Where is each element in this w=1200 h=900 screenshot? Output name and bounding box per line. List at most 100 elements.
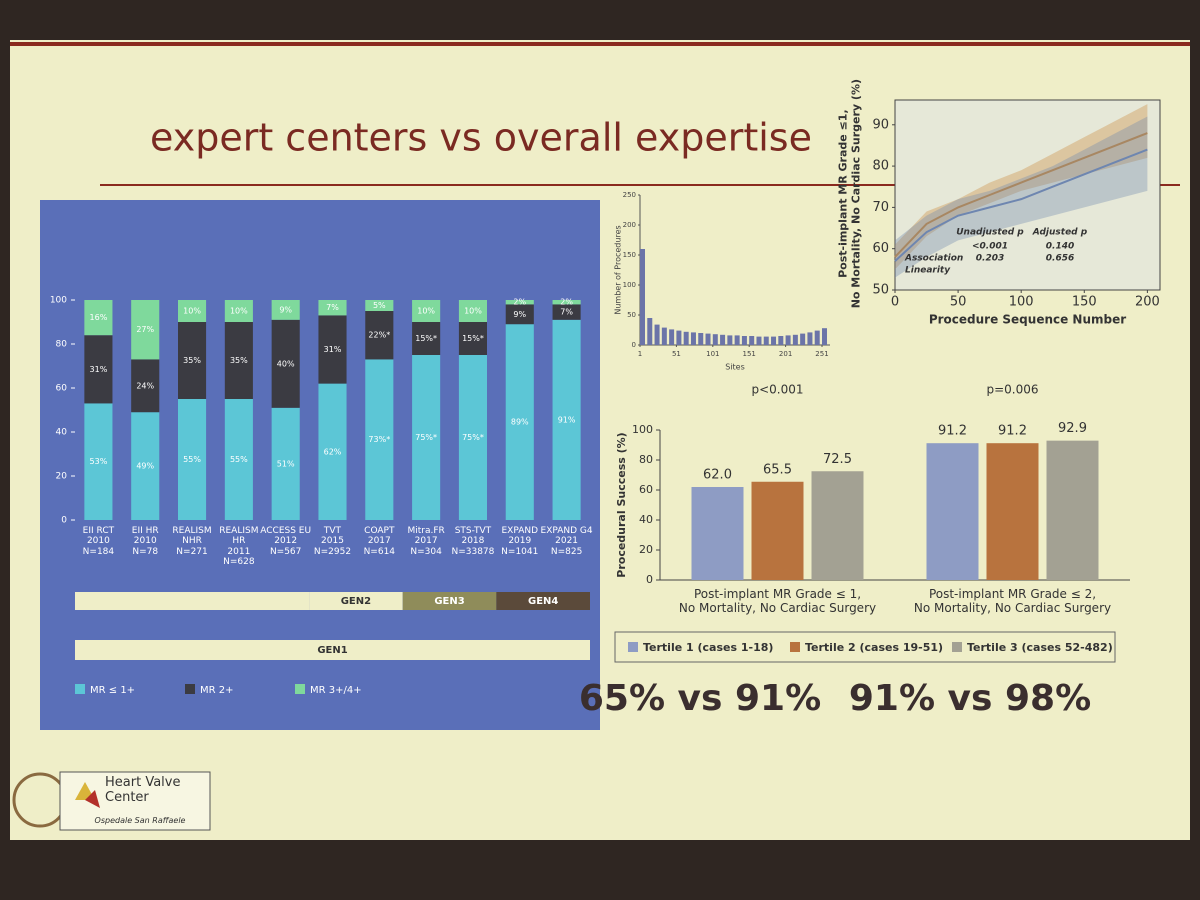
confidence-band (895, 104, 1148, 270)
bar-segment (552, 300, 581, 305)
stats-value: 0.656 (1046, 254, 1074, 264)
value-label: 92.9 (1058, 421, 1087, 436)
y-tick-label: 60 (639, 483, 653, 496)
bar-segment (224, 322, 253, 399)
bar (778, 336, 784, 345)
y-tick-label: 90 (872, 117, 889, 132)
bar-segment (552, 319, 581, 520)
summary: 65% vs 91% (579, 678, 821, 719)
bar (683, 331, 689, 345)
bar-segment (318, 300, 347, 316)
bar-segment (271, 407, 300, 520)
value-label: 91% (558, 415, 576, 424)
bar (705, 333, 711, 345)
bar (661, 327, 667, 345)
value-label: 2% (513, 298, 526, 307)
y-tick-label: 100 (50, 296, 67, 306)
bar (741, 336, 747, 345)
bar-segment (458, 322, 487, 355)
y-tick-label: 80 (639, 453, 653, 466)
gen-label: GEN3 (434, 596, 464, 607)
bar-segment (458, 300, 487, 322)
bar (712, 334, 718, 345)
bar-segment (365, 359, 394, 520)
bar-segment (505, 324, 534, 520)
x-tick-label: 51 (672, 350, 681, 358)
bar-segment (505, 300, 534, 305)
bar-segment (224, 399, 253, 520)
bar (698, 333, 704, 345)
value-label: 91.2 (998, 424, 1027, 439)
y-tick-label: 80 (872, 159, 889, 174)
value-label: 24% (136, 381, 154, 390)
logo-mark (85, 790, 100, 808)
bar-segment (318, 383, 347, 520)
bar (807, 332, 813, 345)
y-tick-label: 100 (623, 281, 636, 289)
value-label: 55% (230, 455, 248, 464)
bar-segment (458, 355, 487, 520)
gen-label: GEN1 (317, 645, 347, 656)
legend-swatch (628, 642, 638, 652)
value-label: 10% (417, 307, 435, 316)
bar (734, 335, 740, 345)
y-tick-label: 50 (627, 311, 636, 319)
value-label: 55% (183, 455, 201, 464)
logo-box (59, 771, 211, 831)
x-tick-label: Mitra.FR 2017 N=304 (407, 526, 445, 557)
bar-segment (178, 300, 207, 322)
x-tick-label: Post-implant MR Grade ≤ 2, No Mortality,… (913, 587, 1112, 615)
bar-segment (131, 359, 160, 413)
bar (771, 336, 777, 345)
y-axis-label: Number of Procedures (614, 225, 623, 314)
value-label: 75%* (415, 433, 437, 442)
stats-value: 0.203 (976, 254, 1004, 264)
bar-segment (84, 300, 113, 336)
bar (800, 333, 806, 345)
x-tick-label: 251 (815, 350, 828, 358)
gen-label: GEN2 (341, 596, 371, 607)
value-label: 40% (277, 359, 295, 368)
y-tick-label: 0 (646, 573, 653, 586)
x-tick-label: 201 (779, 350, 792, 358)
y-tick-label: 80 (56, 340, 68, 350)
value-label: 51% (277, 459, 295, 468)
value-label: 7% (560, 308, 573, 317)
stats-row-label: Association (904, 254, 963, 264)
value-label: 9% (279, 305, 292, 314)
bar (792, 334, 798, 345)
stats-row-label: Linearity (905, 266, 951, 276)
y-tick-label: 100 (632, 423, 653, 436)
value-label: 15%* (415, 334, 437, 343)
bar-segment (412, 322, 441, 355)
bar (814, 330, 820, 345)
x-tick-label: EII RCT 2010 N=184 (82, 526, 115, 557)
bar-segment (318, 315, 347, 384)
bar (821, 328, 827, 345)
bar (647, 318, 653, 345)
value-label: 89% (511, 418, 529, 427)
legend-swatch (75, 684, 85, 694)
bar-segment (271, 319, 300, 408)
legend-label: Tertile 3 (cases 52-482) (967, 641, 1113, 654)
bar-segment (131, 300, 160, 360)
gen-band (75, 592, 310, 610)
gen-band (75, 640, 590, 660)
value-label: 62.0 (703, 468, 732, 483)
bar (751, 481, 804, 580)
stats-value: 0.140 (1046, 242, 1074, 252)
y-tick-label: 250 (623, 191, 636, 199)
x-tick-label: STS-TVT 2018 N=33878 (451, 526, 495, 557)
y-tick-label: 40 (639, 513, 653, 526)
bar (811, 471, 864, 580)
bar-segment (552, 304, 581, 320)
x-tick-label: 1 (638, 350, 642, 358)
gen-band (496, 592, 590, 610)
x-tick-label: ACCESS EU 2012 N=567 (260, 526, 312, 557)
value-label: 65.5 (763, 462, 792, 477)
bar (669, 329, 675, 345)
x-axis-label: Sites (725, 363, 745, 372)
bar (640, 249, 645, 345)
